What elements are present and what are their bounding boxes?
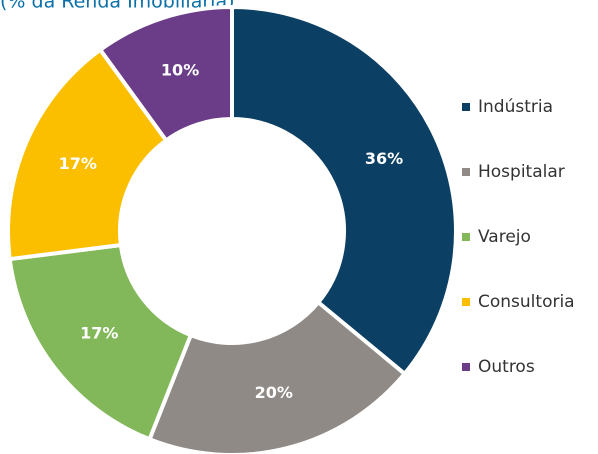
donut-slice <box>7 242 194 442</box>
legend-swatch <box>462 168 470 176</box>
legend-label: Consultoria <box>478 292 575 312</box>
legend-swatch <box>462 233 470 241</box>
donut-slice <box>6 46 169 262</box>
data-label: 17% <box>80 323 118 342</box>
data-label: 20% <box>255 383 293 402</box>
chart-subtitle: (% da Renda Imobiliária) <box>0 0 235 13</box>
donut-slice <box>97 4 234 144</box>
data-label: 17% <box>59 154 97 173</box>
legend-label: Indústria <box>478 97 553 117</box>
legend-swatch <box>462 298 470 306</box>
legend-swatch <box>462 103 470 111</box>
legend-label: Varejo <box>478 227 531 247</box>
donut-slice <box>146 299 408 454</box>
legend-label: Hospitalar <box>478 162 565 182</box>
donut-slice <box>230 4 458 377</box>
data-label: 10% <box>161 61 199 80</box>
legend-swatch <box>462 363 470 371</box>
data-label: 36% <box>365 149 403 168</box>
legend-label: Outros <box>478 357 535 377</box>
